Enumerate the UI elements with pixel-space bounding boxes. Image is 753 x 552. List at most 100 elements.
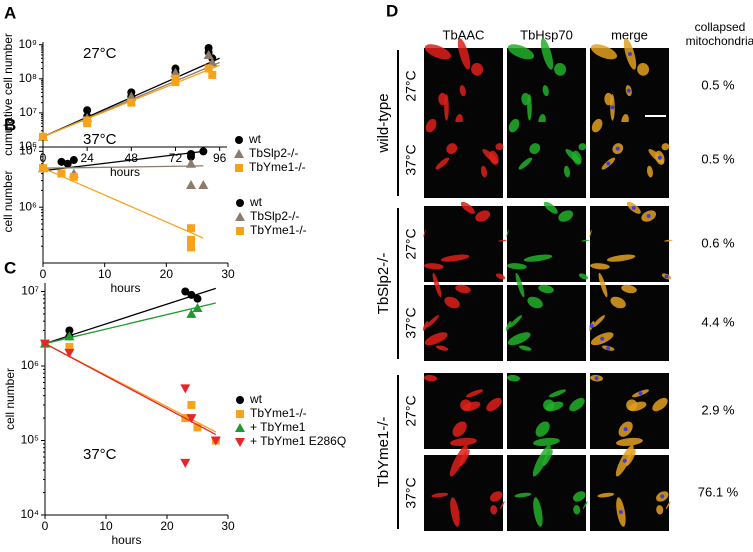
nucleus — [631, 205, 636, 210]
micrograph — [507, 455, 586, 531]
cell — [425, 118, 437, 133]
point — [210, 436, 221, 446]
collapsed-value: 4.4 % — [701, 314, 735, 329]
micrograph — [424, 122, 503, 198]
cell — [538, 284, 554, 294]
point — [126, 91, 137, 101]
point — [69, 172, 78, 181]
cell — [532, 437, 560, 446]
nucleus — [606, 346, 611, 351]
micrograph — [507, 206, 586, 282]
cell — [449, 444, 468, 477]
point — [203, 49, 214, 59]
cell — [422, 320, 429, 331]
cell — [452, 421, 467, 437]
nucleus — [615, 146, 620, 151]
point — [187, 243, 195, 252]
y-tick-label: 10⁷ — [21, 284, 39, 298]
point — [199, 147, 208, 156]
cell — [591, 118, 603, 133]
cell — [506, 229, 509, 237]
cell — [527, 296, 543, 309]
y-tick-label: 10⁵ — [21, 433, 39, 447]
point — [39, 164, 47, 173]
cell — [542, 449, 553, 467]
cell — [490, 491, 503, 502]
legend-marker — [236, 199, 244, 207]
x-tick-label: 24 — [80, 151, 94, 165]
legend-label: TbYme1-/- — [249, 160, 306, 174]
y-tick-label: 10⁷ — [19, 105, 37, 119]
cell — [459, 449, 470, 467]
group-label: TbSlp2-/- — [375, 253, 392, 315]
micrograph — [507, 285, 586, 361]
cell — [582, 500, 588, 510]
micrograph — [590, 206, 669, 282]
panel-label: C — [4, 258, 16, 277]
point — [64, 348, 75, 358]
cell — [663, 239, 673, 242]
point — [187, 290, 196, 299]
point — [187, 152, 195, 161]
nucleus — [606, 161, 611, 166]
point — [83, 106, 92, 115]
point — [193, 294, 202, 303]
cell — [435, 345, 449, 351]
point — [57, 157, 66, 166]
cell — [495, 143, 504, 151]
legend-label: wt — [249, 392, 263, 406]
cell — [518, 157, 533, 170]
cell — [424, 332, 448, 346]
y-tick-label: 10⁶ — [19, 139, 37, 153]
y-tick-label: 10⁸ — [19, 71, 37, 85]
cell — [615, 437, 643, 446]
cell — [543, 201, 558, 214]
point — [193, 423, 202, 432]
cell — [457, 38, 471, 70]
cell — [505, 320, 512, 331]
point — [63, 159, 72, 168]
cell — [542, 85, 549, 97]
temperature-label: 37°C — [403, 307, 419, 338]
fit-line — [44, 342, 217, 436]
point — [40, 339, 50, 349]
x-axis-label: hours — [111, 533, 141, 547]
point — [39, 132, 47, 141]
cell — [590, 44, 618, 60]
x-tick-label: 96 — [213, 151, 227, 165]
point — [181, 287, 190, 296]
cell — [648, 149, 664, 164]
cell — [507, 332, 531, 346]
quantity-header: mitochondria — [686, 34, 753, 48]
x-tick-label: 0 — [42, 519, 49, 533]
cell — [523, 254, 553, 262]
cell — [431, 492, 449, 498]
cell — [423, 229, 426, 237]
cell — [466, 389, 483, 398]
point — [208, 70, 217, 79]
cell — [554, 62, 567, 76]
point — [180, 458, 191, 468]
temperature-label: 27°C — [403, 70, 419, 101]
cell — [424, 44, 452, 60]
point — [186, 179, 196, 189]
point — [187, 235, 195, 244]
collapsed-value: 0.5 % — [701, 151, 735, 166]
annotation: 37°C — [83, 131, 117, 148]
column-header: merge — [611, 27, 648, 42]
annotation: 37°C — [83, 446, 117, 463]
point — [198, 179, 209, 189]
column-header: TbAAC — [443, 27, 485, 42]
cell — [604, 92, 613, 106]
cell — [514, 492, 532, 498]
column-header: TbHsp70 — [520, 27, 573, 42]
point — [57, 169, 66, 178]
cell — [652, 397, 668, 412]
temperature-label: 37°C — [403, 477, 419, 508]
x-tick-label: 48 — [125, 151, 139, 165]
y-axis-label: cell number — [3, 368, 17, 430]
cell — [471, 62, 484, 76]
fit-line — [42, 165, 204, 169]
y-axis-label: cell number — [1, 170, 15, 232]
nucleus — [646, 214, 651, 219]
